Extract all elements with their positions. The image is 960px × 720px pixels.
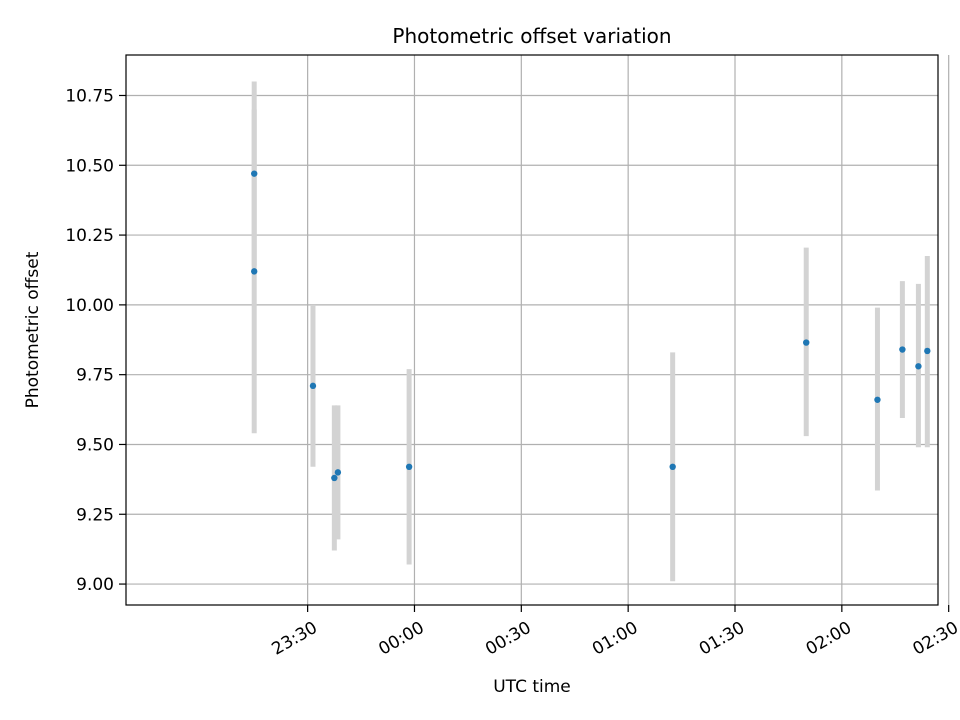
y-tick-label: 10.50: [65, 156, 114, 176]
data-point: [669, 463, 676, 471]
data-point: [251, 170, 258, 177]
chart-title: Photometric offset variation: [392, 24, 671, 48]
data-point: [915, 363, 922, 370]
y-tick-label: 10.00: [65, 296, 114, 316]
data-point: [331, 474, 338, 482]
data-point: [309, 382, 317, 390]
y-tick-label: 9.00: [76, 575, 114, 595]
grid-lines: [126, 55, 950, 605]
y-tick-label: 10.75: [65, 86, 114, 106]
data-point: [251, 268, 258, 275]
data-point: [334, 469, 342, 476]
data-point: [405, 463, 413, 471]
y-tick-label: 9.75: [76, 366, 114, 386]
data-point: [924, 347, 931, 355]
y-tick-label: 9.50: [76, 435, 114, 455]
data-points: [251, 170, 931, 482]
data-point: [803, 339, 810, 346]
plot-frame: [125, 54, 939, 606]
y-axis-label: Photometric offset: [23, 251, 43, 408]
data-point: [899, 346, 906, 353]
data-point: [874, 396, 881, 403]
y-axis-ticks: 9.00 9.25 9.50 9.75 10.00 10.25 10.50 10.75: [65, 86, 126, 595]
x-axis-label: UTC time: [493, 677, 571, 697]
y-tick-label: 9.25: [76, 505, 114, 525]
y-tick-label: 10.25: [65, 226, 114, 246]
